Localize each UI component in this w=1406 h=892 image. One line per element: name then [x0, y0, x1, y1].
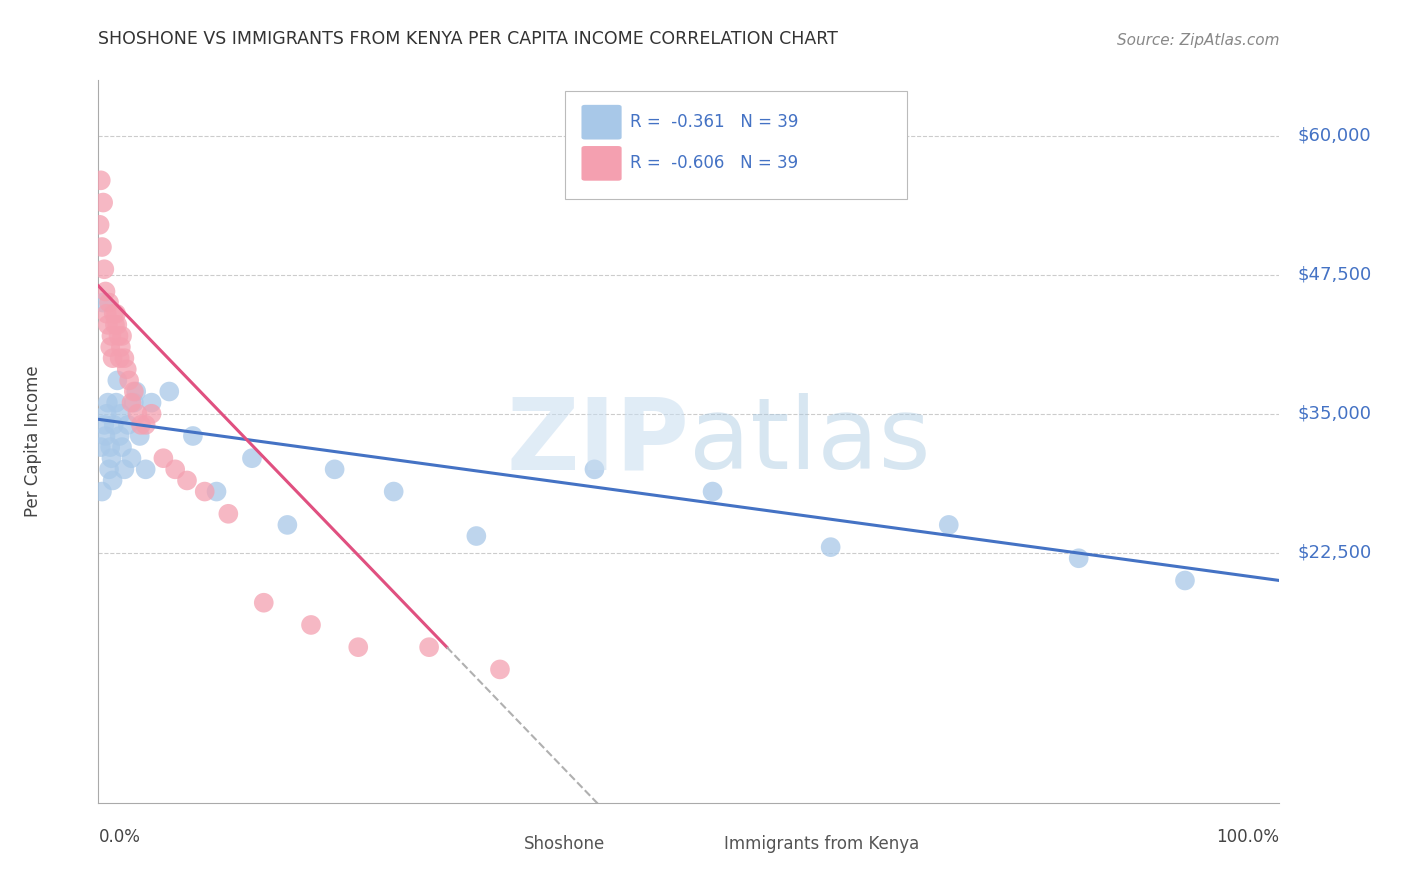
Point: [323, 462, 346, 476]
Point: [938, 517, 960, 532]
Point: [98, 462, 121, 476]
Point: [181, 429, 204, 443]
Text: atlas: atlas: [689, 393, 931, 490]
Point: [89, 218, 111, 232]
Point: [820, 540, 842, 554]
Point: [97, 395, 120, 409]
Point: [91, 295, 114, 310]
Point: [100, 451, 122, 466]
Point: [98, 440, 121, 454]
Text: $22,500: $22,500: [1298, 544, 1371, 562]
Point: [217, 507, 239, 521]
Point: [91, 484, 114, 499]
Point: [101, 474, 124, 488]
Point: [702, 484, 724, 499]
Point: [110, 407, 132, 421]
Point: [107, 329, 129, 343]
Point: [240, 451, 263, 466]
FancyBboxPatch shape: [565, 91, 907, 200]
Point: [96, 407, 118, 421]
Point: [418, 640, 440, 655]
Point: [135, 462, 157, 476]
Point: [135, 417, 157, 432]
Text: $47,500: $47,500: [1298, 266, 1371, 284]
Point: [141, 407, 163, 421]
Point: [128, 429, 150, 443]
Point: [93, 262, 115, 277]
FancyBboxPatch shape: [582, 146, 621, 181]
Text: Per Capita Income: Per Capita Income: [24, 366, 42, 517]
Point: [96, 307, 118, 321]
Point: [1174, 574, 1197, 588]
Text: R =  -0.606   N = 39: R = -0.606 N = 39: [630, 154, 799, 172]
Point: [91, 195, 114, 210]
Point: [382, 484, 405, 499]
FancyBboxPatch shape: [685, 830, 718, 858]
Point: [105, 373, 128, 387]
Point: [1067, 551, 1090, 566]
Point: [104, 318, 127, 332]
Text: Immigrants from Kenya: Immigrants from Kenya: [724, 835, 920, 853]
Point: [121, 395, 143, 409]
Point: [103, 307, 125, 321]
Point: [205, 484, 228, 499]
Text: ZIP: ZIP: [506, 393, 689, 490]
Point: [100, 329, 122, 343]
Text: SHOSHONE VS IMMIGRANTS FROM KENYA PER CAPITA INCOME CORRELATION CHART: SHOSHONE VS IMMIGRANTS FROM KENYA PER CA…: [98, 29, 838, 48]
Point: [101, 351, 124, 366]
Point: [157, 384, 180, 399]
Point: [94, 285, 117, 299]
Point: [127, 407, 149, 421]
Point: [125, 384, 148, 399]
Point: [176, 474, 198, 488]
Point: [111, 329, 134, 343]
Point: [117, 417, 139, 432]
Point: [108, 429, 131, 443]
Point: [90, 173, 112, 187]
Point: [90, 440, 112, 454]
Point: [91, 240, 114, 254]
Point: [105, 307, 128, 321]
Point: [111, 440, 134, 454]
Point: [105, 318, 128, 332]
Point: [129, 417, 152, 432]
Point: [165, 462, 187, 476]
Text: Shoshone: Shoshone: [523, 835, 605, 853]
FancyBboxPatch shape: [485, 830, 517, 858]
Point: [112, 462, 135, 476]
Text: $60,000: $60,000: [1298, 127, 1371, 145]
Text: $35,000: $35,000: [1298, 405, 1371, 423]
Point: [94, 429, 117, 443]
Point: [121, 451, 143, 466]
Point: [299, 618, 322, 632]
Point: [276, 517, 298, 532]
Point: [108, 351, 131, 366]
Text: R =  -0.361   N = 39: R = -0.361 N = 39: [630, 113, 799, 131]
Point: [347, 640, 370, 655]
Point: [141, 395, 163, 409]
Point: [122, 395, 145, 409]
Point: [112, 351, 135, 366]
Text: 100.0%: 100.0%: [1216, 828, 1279, 847]
Point: [98, 340, 121, 354]
Point: [118, 373, 141, 387]
Text: 0.0%: 0.0%: [98, 828, 141, 847]
Point: [93, 417, 115, 432]
Point: [115, 362, 138, 376]
Point: [122, 384, 145, 399]
Point: [97, 318, 120, 332]
FancyBboxPatch shape: [582, 105, 621, 139]
Point: [98, 295, 121, 310]
Point: [152, 451, 174, 466]
Point: [110, 340, 132, 354]
Point: [194, 484, 217, 499]
Point: [253, 596, 276, 610]
Point: [489, 662, 512, 676]
Point: [103, 417, 125, 432]
Text: Source: ZipAtlas.com: Source: ZipAtlas.com: [1116, 33, 1279, 48]
Point: [465, 529, 488, 543]
Point: [583, 462, 606, 476]
Point: [105, 395, 128, 409]
